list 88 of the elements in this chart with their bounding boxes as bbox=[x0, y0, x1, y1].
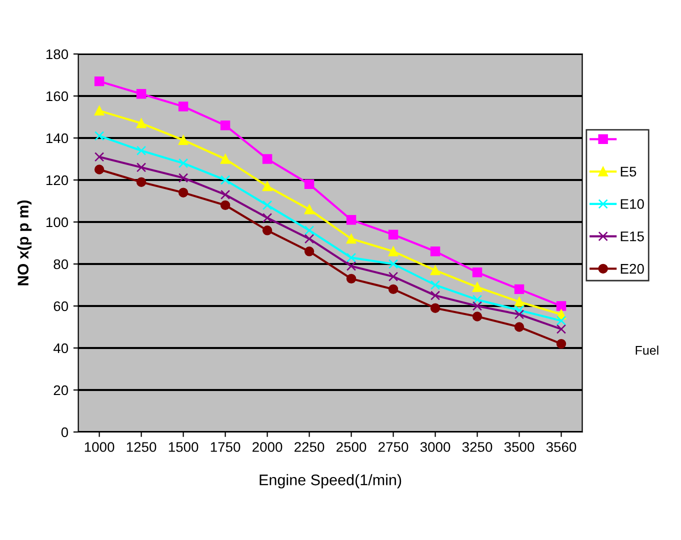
point bbox=[304, 179, 314, 190]
x-tick-label: 3560 bbox=[546, 442, 576, 452]
y-tick-label: 40 bbox=[53, 343, 68, 354]
point bbox=[556, 324, 566, 334]
point bbox=[472, 294, 482, 305]
point bbox=[220, 120, 230, 130]
legend-label: E20 bbox=[620, 264, 644, 274]
point bbox=[94, 152, 104, 162]
y-tick-label: 80 bbox=[54, 259, 68, 270]
point bbox=[304, 234, 314, 244]
point bbox=[514, 296, 524, 307]
y-tick-label: 100 bbox=[46, 217, 68, 228]
point bbox=[346, 215, 356, 225]
point bbox=[304, 204, 314, 214]
point bbox=[346, 252, 356, 263]
x-tick-label: 1500 bbox=[168, 442, 198, 452]
point bbox=[430, 265, 440, 276]
point bbox=[430, 246, 440, 256]
point bbox=[346, 274, 356, 284]
point bbox=[220, 190, 230, 200]
point bbox=[136, 146, 146, 156]
point bbox=[304, 226, 314, 236]
x-tick-label: 2500 bbox=[336, 442, 366, 452]
point bbox=[388, 284, 398, 294]
point bbox=[556, 338, 566, 349]
point bbox=[514, 284, 524, 294]
x-tick-label: 1250 bbox=[126, 442, 156, 452]
point bbox=[556, 301, 566, 311]
point bbox=[220, 154, 230, 164]
point bbox=[304, 246, 314, 256]
y-tick-label: 0 bbox=[61, 427, 68, 438]
point bbox=[262, 200, 272, 210]
x-axis-title: Engine Speed(1/min) bbox=[260, 474, 402, 488]
point bbox=[346, 261, 356, 271]
x-tick-label: 2250 bbox=[294, 442, 324, 452]
point bbox=[94, 76, 104, 86]
point bbox=[514, 305, 524, 316]
point bbox=[430, 303, 440, 313]
point bbox=[136, 177, 146, 187]
point bbox=[94, 106, 104, 116]
point bbox=[262, 154, 272, 164]
point bbox=[388, 230, 398, 240]
point bbox=[514, 322, 524, 332]
point bbox=[220, 175, 230, 185]
point bbox=[430, 280, 440, 290]
point bbox=[262, 212, 272, 223]
point bbox=[388, 259, 398, 269]
point bbox=[178, 158, 188, 168]
point bbox=[472, 312, 482, 322]
y-tick-label: 180 bbox=[46, 49, 68, 60]
legend-label: E10 bbox=[620, 199, 644, 209]
text: Fuel bbox=[636, 346, 658, 355]
x-tick-label: 1000 bbox=[84, 442, 114, 452]
y-tick-label: 20 bbox=[54, 385, 68, 396]
point bbox=[262, 226, 272, 236]
point bbox=[346, 234, 356, 244]
point bbox=[94, 131, 104, 141]
point bbox=[262, 181, 272, 192]
legend-label: E15 bbox=[620, 232, 644, 242]
point bbox=[220, 200, 230, 210]
point bbox=[94, 164, 104, 174]
point bbox=[178, 135, 188, 145]
point bbox=[472, 282, 482, 292]
y-tick-label: 120 bbox=[46, 175, 68, 186]
x-tick-label: 2000 bbox=[252, 442, 282, 452]
point bbox=[472, 268, 482, 278]
point bbox=[388, 272, 398, 282]
point bbox=[178, 173, 188, 183]
y-tick-label: 60 bbox=[54, 301, 68, 312]
x-tick-label: 3250 bbox=[462, 442, 492, 452]
point bbox=[388, 246, 398, 256]
point bbox=[430, 290, 440, 300]
point bbox=[514, 310, 524, 320]
y-tick-label: 140 bbox=[46, 133, 68, 144]
y-axis-title: NO x(p p m) bbox=[17, 200, 32, 286]
y-tick-label: 160 bbox=[46, 91, 68, 102]
point bbox=[136, 118, 146, 128]
point bbox=[136, 162, 146, 172]
point bbox=[556, 316, 566, 326]
x-tick-label: 3500 bbox=[504, 442, 534, 452]
point bbox=[178, 188, 188, 198]
x-tick-label: 1750 bbox=[210, 442, 240, 452]
point bbox=[472, 301, 482, 311]
legend-label: E5 bbox=[620, 166, 636, 177]
point bbox=[178, 102, 188, 112]
x-tick-label: 2750 bbox=[378, 442, 408, 452]
x-tick-label: 3000 bbox=[420, 442, 450, 452]
point bbox=[136, 89, 146, 99]
